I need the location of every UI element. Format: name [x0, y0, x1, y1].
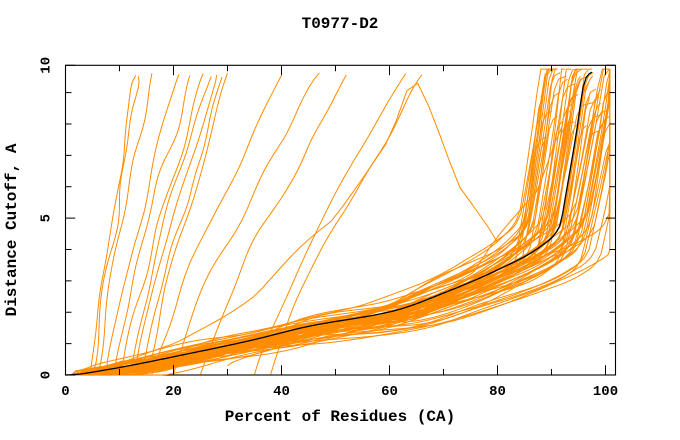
svg-text:80: 80 [489, 384, 506, 400]
svg-text:Distance Cutoff, A: Distance Cutoff, A [3, 143, 21, 316]
svg-text:100: 100 [593, 384, 618, 400]
svg-text:0: 0 [39, 371, 55, 379]
svg-text:5: 5 [39, 214, 55, 222]
svg-text:40: 40 [273, 384, 290, 400]
svg-text:60: 60 [381, 384, 398, 400]
svg-text:Percent of Residues (CA): Percent of Residues (CA) [225, 408, 455, 426]
svg-text:0: 0 [61, 384, 69, 400]
svg-text:T0977-D2: T0977-D2 [302, 15, 379, 33]
svg-text:10: 10 [39, 57, 55, 74]
svg-text:20: 20 [165, 384, 182, 400]
